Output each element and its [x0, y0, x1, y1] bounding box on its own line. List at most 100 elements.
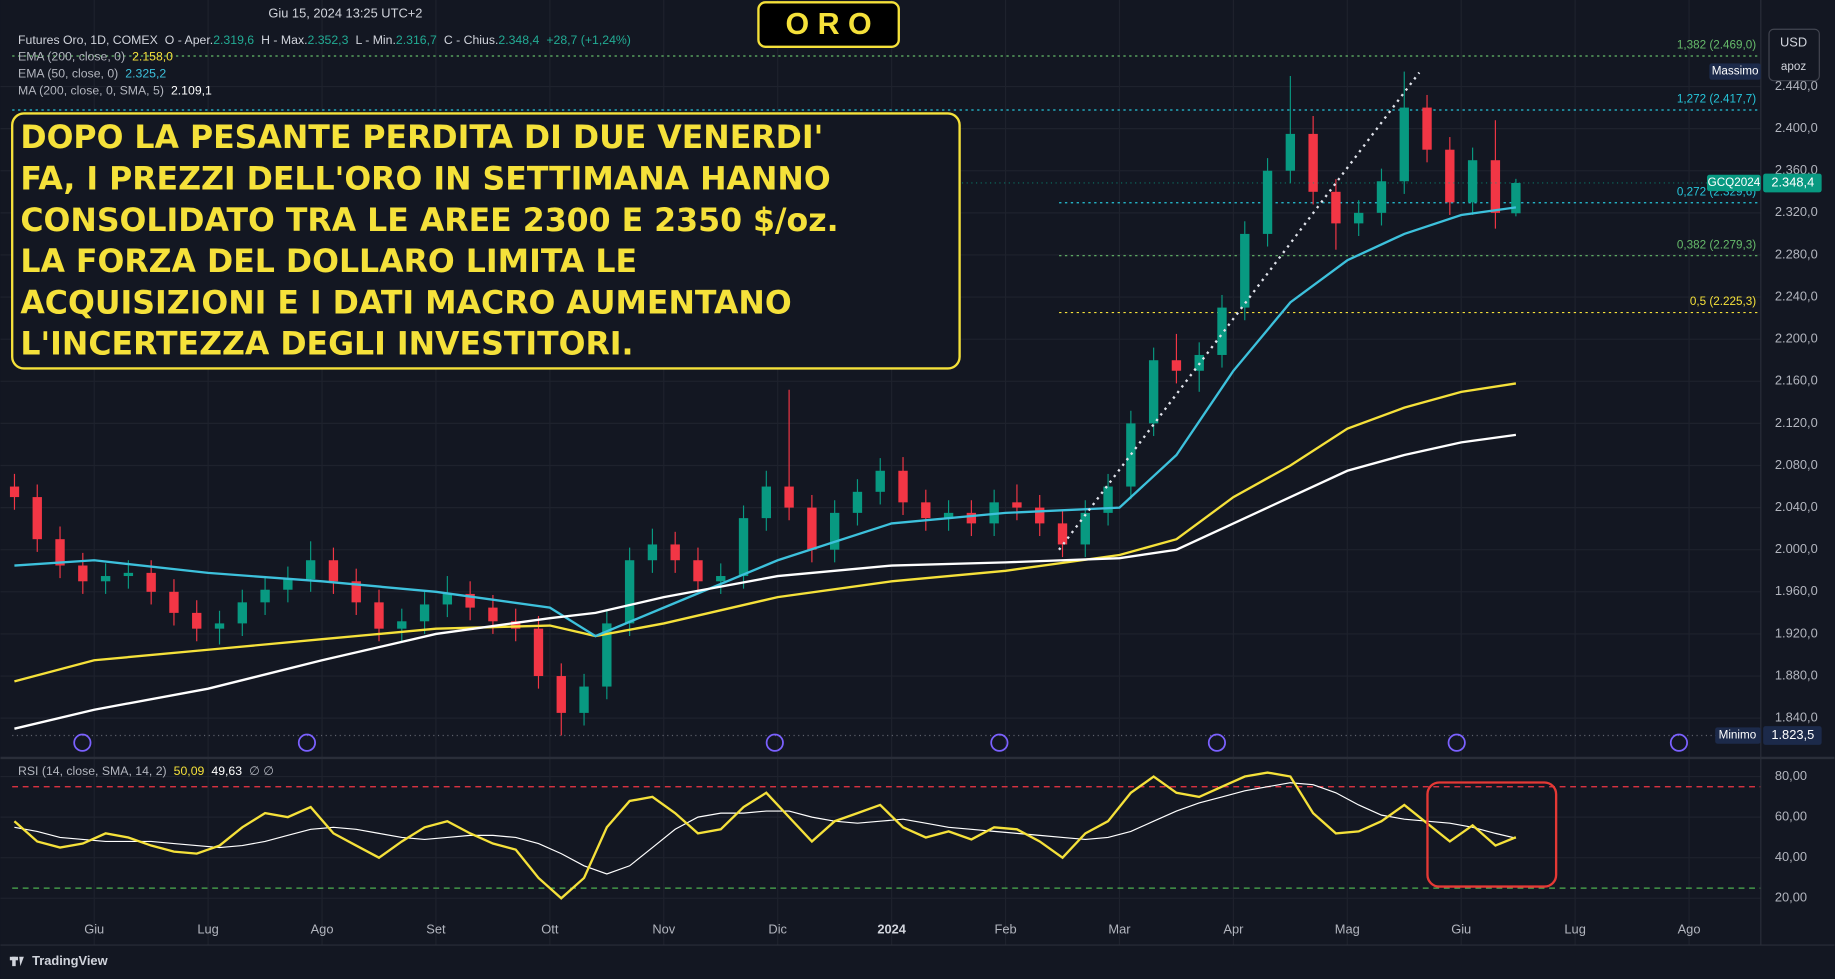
candle-body: [1080, 512, 1090, 545]
x-tick-label: Dic: [768, 921, 787, 936]
x-tick-label: Feb: [994, 921, 1016, 936]
event-icon[interactable]: [765, 733, 784, 752]
candle-body: [1240, 233, 1250, 308]
x-tick-label: Ago: [1678, 921, 1701, 936]
y-tick-label: 2.280,0: [1775, 246, 1818, 261]
x-tick-label: Lug: [197, 921, 218, 936]
candle-body: [123, 572, 134, 577]
currency-box[interactable]: [1768, 28, 1820, 82]
candle-body: [602, 623, 612, 687]
ohlc-value: 2.319,6: [213, 33, 254, 47]
moving-average: [14, 382, 1517, 683]
account: apoz: [1781, 60, 1807, 73]
candle-body: [1399, 107, 1409, 182]
annotation-line: CONSOLIDATO TRA LE AREE 2300 E 2350 $/oz…: [20, 203, 838, 239]
axes: Giu Lug Ago Set Ott Nov Dic 2024 Feb Mar Apr Mag Giu…: [84, 39, 1822, 936]
candle-body: [852, 491, 863, 513]
candle-body: [1376, 181, 1387, 213]
candle-body: [169, 591, 179, 613]
x-tick-label: Ott: [541, 921, 559, 936]
candle-body: [1012, 502, 1022, 508]
y-tick-label: 2.120,0: [1775, 415, 1818, 430]
ohlc-label: O - Aper.: [165, 33, 213, 47]
candle-body: [921, 502, 931, 519]
indicator-value: 2.158,0: [132, 50, 173, 64]
y-tick-label: 2.200,0: [1775, 331, 1818, 346]
y-tick-label: 2.040,0: [1775, 499, 1818, 514]
candle-body: [898, 470, 908, 503]
x-tick-label: Mag: [1335, 921, 1360, 936]
y-tick-label: 2.440,0: [1775, 78, 1818, 93]
candle-body: [260, 589, 270, 603]
rsi-value: 49,63: [211, 764, 242, 778]
x-tick-label: Set: [426, 921, 446, 936]
event-icon[interactable]: [1669, 733, 1689, 752]
candle-body: [579, 686, 589, 713]
y-tick-label: 2.360,0: [1775, 162, 1818, 177]
x-tick-label: Lug: [1564, 921, 1585, 936]
y-tick-label: 2.000,0: [1775, 541, 1818, 556]
candle-body: [442, 593, 453, 605]
candle-body: [943, 512, 954, 519]
fib-label: 0,5 (2.225,3): [1690, 295, 1756, 308]
ohlc-value: 2.348,4: [498, 33, 539, 47]
event-icon[interactable]: [297, 733, 317, 752]
candle-body: [1331, 191, 1341, 224]
y-tick-label: 2.160,0: [1775, 373, 1818, 388]
event-icon[interactable]: [73, 733, 92, 752]
candle-body: [397, 621, 407, 629]
x-tick-label: Nov: [652, 921, 675, 936]
title-box: [757, 1, 900, 48]
y-tick-label: 1.960,0: [1775, 583, 1818, 598]
brand-logo: [9, 956, 24, 967]
event-icons: [73, 733, 1689, 752]
x-tick-label: Ago: [311, 921, 334, 936]
y-tick-label: 2.400,0: [1775, 120, 1818, 135]
ohlc-value: 2.316,7: [396, 33, 437, 47]
event-icon[interactable]: [1207, 733, 1226, 752]
candle-body: [647, 544, 658, 561]
candle-body: [1171, 360, 1182, 371]
candle-body: [829, 512, 840, 550]
candle-body: [419, 604, 430, 622]
candle-body: [1148, 360, 1159, 424]
event-icon[interactable]: [990, 733, 1009, 752]
candle-body: [100, 576, 111, 582]
highlight-box: [1426, 781, 1558, 888]
indicator-value: 2.109,1: [171, 83, 212, 97]
candle-body: [693, 560, 703, 582]
candle-body: [511, 621, 521, 629]
candle-body: [807, 507, 817, 550]
indicator-name: EMA (200, close, 0): [18, 50, 125, 64]
candle-body: [192, 612, 202, 629]
candle-body: [328, 560, 339, 582]
candle-body: [556, 676, 566, 713]
high-marker-box: [1709, 63, 1761, 80]
brand: TradingView: [32, 953, 109, 968]
candle-body: [1057, 523, 1068, 545]
low-marker-label: Minimo: [1719, 729, 1757, 742]
candle-body: [1217, 307, 1227, 355]
price-box: [1763, 173, 1822, 193]
candle-body: [784, 486, 794, 508]
candle-body: [1511, 182, 1521, 214]
indicator-name: EMA (50, close, 0): [18, 67, 118, 81]
change: +28,7 (+1,24%): [546, 33, 631, 47]
y-tick-label: 1.880,0: [1775, 667, 1818, 682]
candle-body: [374, 602, 384, 629]
candle-body: [283, 579, 293, 590]
y-tick-label: 40,00: [1775, 849, 1807, 864]
event-icon[interactable]: [1447, 733, 1466, 752]
last-price-label: 2.348,4: [1771, 174, 1814, 189]
candle-body: [146, 572, 156, 592]
candle-body: [966, 512, 977, 524]
rsi-line: [14, 782, 1517, 875]
candle-body: [1422, 107, 1432, 150]
ohlc-label: C - Chius.: [444, 33, 499, 47]
x-tick-label: Giu: [1451, 921, 1471, 936]
candle-body: [1035, 507, 1045, 524]
candle-body: [55, 539, 65, 566]
price-pane: [9, 55, 1761, 737]
y-tick-label: 2.320,0: [1775, 204, 1818, 219]
